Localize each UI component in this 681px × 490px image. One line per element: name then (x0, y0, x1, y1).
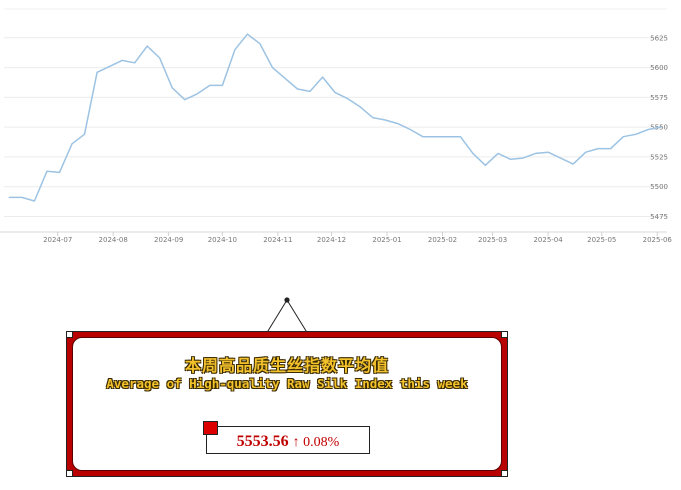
x-tick-labels: 2024-07 2024-08 2024-09 2024-10 2024-11 2024-… (43, 232, 672, 244)
y-tick-label: 5475 (650, 213, 668, 221)
panel-title-english: Average of High-quality Raw Silk Index t… (106, 376, 468, 391)
value-marker (203, 421, 218, 435)
x-tick-label: 2025-05 (587, 236, 616, 244)
x-tick-label: 2024-12 (317, 236, 346, 244)
series-line (8, 33, 662, 202)
x-tick-label: 2025-03 (478, 236, 507, 244)
line-chart: 2024-07 2024-08 2024-09 2024-10 2024-11 2024-… (0, 8, 672, 244)
x-tick-label: 2025-06 (643, 236, 673, 244)
y-tick-label: 5600 (650, 64, 668, 72)
x-tick-label: 2024-11 (263, 236, 292, 244)
x-tick-label: 2025-02 (428, 236, 457, 244)
x-tick-label: 2024-08 (99, 236, 128, 244)
hanger-pin (284, 297, 290, 303)
series-layer (8, 33, 662, 202)
grid-lines (4, 8, 667, 218)
x-tick-label: 2024-10 (208, 236, 237, 244)
x-tick-label: 2025-01 (372, 236, 401, 244)
x-tick-label: 2024-09 (154, 236, 183, 244)
x-tick-label: 2025-04 (533, 236, 563, 244)
frame-corner (501, 331, 508, 338)
panel-title-chinese: 本周高品质生丝指数平均值 (184, 356, 389, 375)
panel-hanger (260, 297, 314, 342)
y-tick-label: 5625 (650, 34, 668, 42)
y-tick-label: 5575 (650, 94, 668, 102)
index-panel-frame: 本周高品质生丝指数平均值 Average of High-quality Raw… (66, 331, 508, 477)
y-tick-label: 5500 (650, 183, 668, 191)
frame-corner (501, 470, 508, 477)
frame-corner (66, 331, 73, 338)
index-change: ↑ 0.08% (292, 435, 340, 450)
y-tick-label: 5525 (650, 153, 668, 161)
frame-corner (66, 470, 73, 477)
index-value: 5553.56 (236, 433, 289, 450)
index-value-box: 5553.56 ↑ 0.08% (206, 426, 370, 454)
x-tick-label: 2024-07 (43, 236, 72, 244)
